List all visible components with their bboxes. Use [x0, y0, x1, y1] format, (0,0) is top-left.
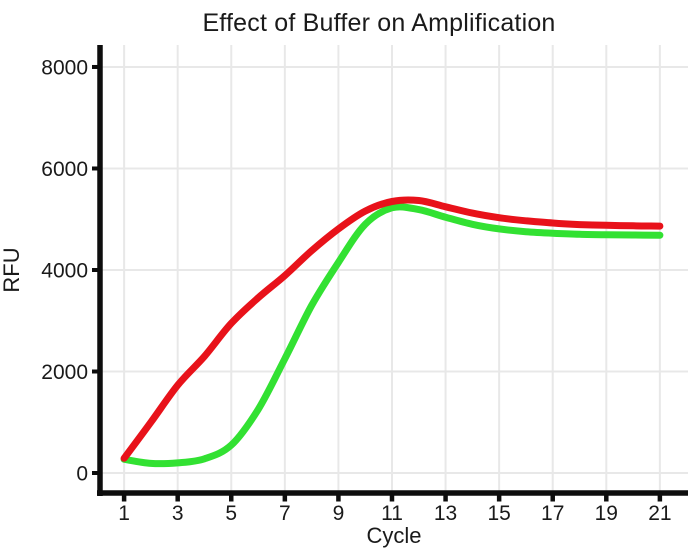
y-tick-label: 6000 [41, 158, 88, 181]
series-red-curve [120, 196, 664, 462]
plot-gridlines [100, 45, 688, 491]
x-tick-label: 3 [172, 502, 184, 525]
x-tick-label: 13 [434, 502, 457, 525]
x-tick-label: 11 [381, 502, 403, 525]
x-tick-label: 1 [118, 502, 130, 525]
x-tick-label: 7 [279, 502, 291, 525]
y-tick-label: 2000 [41, 361, 88, 384]
chart-title: Effect of Buffer on Amplification [202, 9, 555, 37]
x-tick-label: 9 [333, 502, 345, 525]
x-axis-label: Cycle [366, 523, 421, 548]
x-tick-label: 19 [595, 502, 618, 525]
x-tick-label: 21 [648, 502, 671, 525]
y-axis-label: RFU [0, 247, 24, 292]
chart-series [120, 196, 664, 468]
y-tick-label: 0 [76, 463, 88, 486]
x-tick-label: 5 [225, 502, 237, 525]
series-green-curve [120, 203, 664, 468]
y-tick-label: 8000 [41, 56, 88, 79]
chart-axes [92, 45, 688, 502]
x-tick-label: 17 [541, 502, 564, 525]
x-tick-label: 15 [487, 502, 510, 525]
y-tick-label: 4000 [41, 259, 88, 282]
